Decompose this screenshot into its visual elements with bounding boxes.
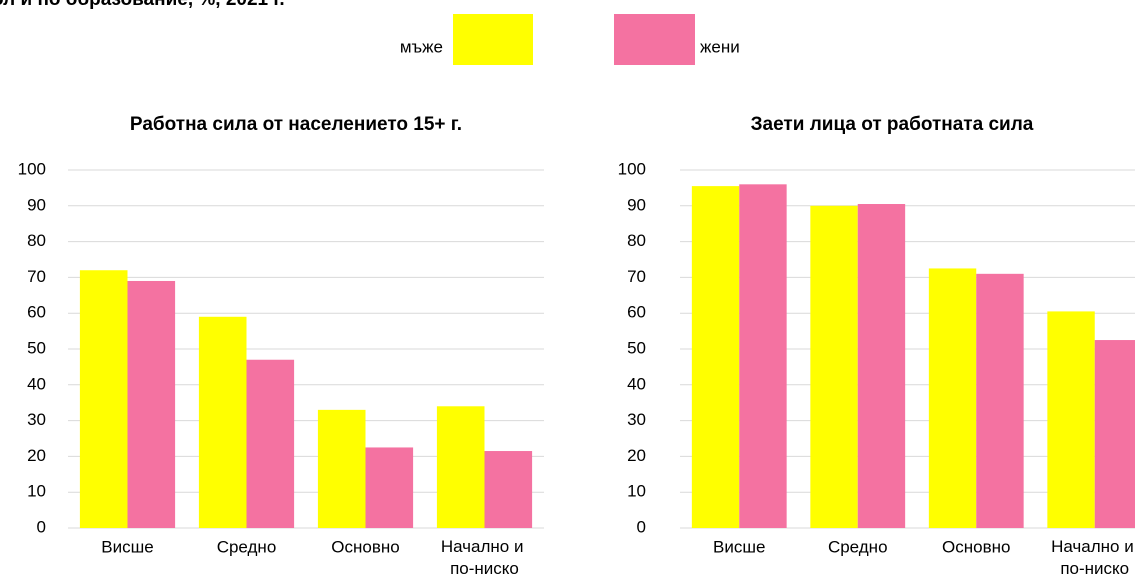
bar xyxy=(1047,311,1095,528)
y-tick-label: 40 xyxy=(627,374,646,393)
bar xyxy=(810,205,858,529)
bar xyxy=(691,186,740,529)
chart-title: Заети лица от работната сила xyxy=(751,114,1034,135)
bar xyxy=(436,406,485,528)
legend-label: мъже xyxy=(400,37,443,56)
x-tick-label: Основно xyxy=(331,537,399,556)
y-tick-label: 50 xyxy=(627,338,646,357)
bar xyxy=(198,316,247,528)
y-tick-label: 10 xyxy=(27,482,46,501)
y-tick-label: 30 xyxy=(627,410,646,429)
x-tick-label: Основно xyxy=(942,537,1010,556)
y-tick-label: 40 xyxy=(27,374,46,393)
y-tick-label: 60 xyxy=(627,303,646,322)
bar xyxy=(739,184,787,528)
legend-label: жени xyxy=(700,37,740,56)
y-tick-label: 100 xyxy=(618,159,646,178)
bar xyxy=(365,447,414,528)
y-tick-label: 90 xyxy=(27,195,46,214)
y-tick-label: 80 xyxy=(27,231,46,250)
bar xyxy=(976,273,1024,528)
x-tick-label: Начално и по-ниско xyxy=(441,537,528,578)
bar xyxy=(127,280,176,528)
bar xyxy=(484,451,533,528)
y-tick-label: 50 xyxy=(27,338,46,357)
bar xyxy=(246,359,295,528)
x-tick-label-line: по-ниско xyxy=(450,559,519,578)
x-tick-label: Средно xyxy=(217,537,277,556)
y-tick-label: 20 xyxy=(27,446,46,465)
y-tick-label: 90 xyxy=(627,195,646,214)
y-tick-label: 0 xyxy=(37,517,46,536)
chart-title: Работна сила от населението 15+ г. xyxy=(130,114,462,135)
x-tick-label-line: по-ниско xyxy=(1060,559,1129,578)
page-title: ол и по образование, %, 2021 г. xyxy=(0,0,285,10)
y-tick-label: 70 xyxy=(627,267,646,286)
legend-swatch xyxy=(453,14,533,65)
y-tick-label: 30 xyxy=(27,410,46,429)
bar xyxy=(928,268,977,528)
y-tick-label: 70 xyxy=(27,267,46,286)
bar xyxy=(317,409,366,528)
bar xyxy=(79,270,128,528)
x-tick-label: Висше xyxy=(101,537,153,556)
y-tick-label: 80 xyxy=(627,231,646,250)
x-tick-label: Средно xyxy=(828,537,888,556)
legend-swatch xyxy=(614,14,695,65)
bar xyxy=(857,204,906,528)
y-tick-label: 10 xyxy=(627,482,646,501)
bar xyxy=(1094,340,1135,528)
x-tick-label-line: Начално и xyxy=(441,537,528,556)
y-tick-label: 100 xyxy=(18,159,46,178)
x-tick-label: Висше xyxy=(713,537,765,556)
y-tick-label: 0 xyxy=(637,517,646,536)
x-tick-label: Начално и по-ниско xyxy=(1051,537,1135,578)
y-tick-label: 20 xyxy=(627,446,646,465)
y-tick-label: 60 xyxy=(27,303,46,322)
x-tick-label-line: Начално и xyxy=(1051,537,1135,556)
